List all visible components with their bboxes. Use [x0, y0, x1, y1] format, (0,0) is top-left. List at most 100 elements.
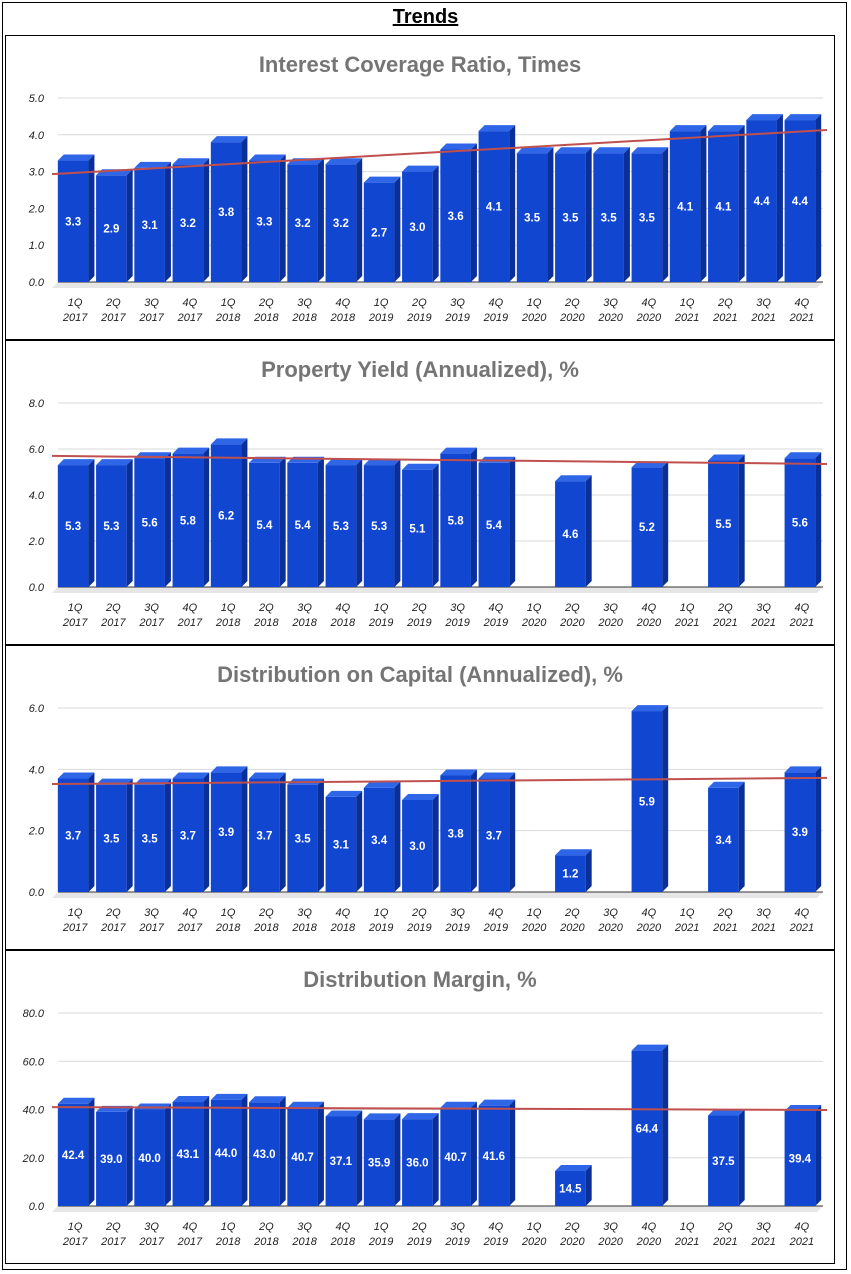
- bar: [402, 1119, 433, 1206]
- data-label: 40.7: [444, 1152, 466, 1164]
- x-tick-quarter: 3Q: [297, 297, 312, 309]
- x-tick-quarter: 4Q: [183, 297, 198, 309]
- bar-side-face: [279, 154, 286, 282]
- x-tick-quarter: 4Q: [489, 297, 504, 309]
- x-tick-quarter: 1Q: [527, 907, 542, 919]
- y-tick-label: 4.0: [29, 764, 45, 776]
- page-title: Trends: [392, 6, 459, 28]
- x-tick-quarter: 1Q: [221, 602, 236, 614]
- x-tick-quarter: 3Q: [450, 1221, 465, 1233]
- bar-side-face: [279, 456, 286, 587]
- x-tick-quarter: 4Q: [642, 297, 657, 309]
- x-tick-year: 2020: [636, 312, 662, 324]
- data-label: 1.2: [562, 869, 578, 881]
- x-tick-year: 2017: [62, 922, 88, 934]
- x-tick-year: 2019: [368, 312, 393, 324]
- y-tick-label: 4.0: [29, 130, 45, 142]
- bar-top-face: [478, 772, 516, 779]
- y-tick-label: 3.0: [29, 167, 45, 179]
- bar-top-face: [402, 794, 439, 800]
- chart-floor: [52, 282, 823, 288]
- y-tick-label: 80.0: [23, 1008, 45, 1020]
- bar-side-face: [815, 452, 822, 587]
- bar-side-face: [470, 1101, 477, 1206]
- x-tick-quarter: 1Q: [527, 602, 542, 614]
- bar-side-face: [738, 125, 745, 283]
- bar-side-face: [815, 1104, 822, 1206]
- chart-floor: [52, 892, 823, 898]
- bar: [784, 458, 816, 587]
- x-tick-quarter: 4Q: [489, 907, 504, 919]
- bar-top-face: [555, 475, 592, 482]
- x-tick-year: 2017: [100, 1236, 126, 1248]
- x-tick-quarter: 2Q: [105, 1221, 121, 1233]
- bar-top-face: [287, 1101, 324, 1108]
- bar-side-face: [509, 125, 516, 283]
- bar-top-face: [593, 147, 630, 154]
- x-tick-year: 2021: [750, 617, 775, 629]
- bar-side-face: [241, 1093, 248, 1206]
- x-tick-quarter: 2Q: [105, 297, 121, 309]
- data-label: 3.2: [333, 218, 349, 230]
- data-label: 5.6: [792, 518, 808, 530]
- x-tick-year: 2019: [483, 617, 508, 629]
- bar: [96, 465, 127, 587]
- bar-side-face: [356, 1110, 363, 1206]
- data-label: 5.3: [65, 521, 81, 533]
- data-label: 3.6: [448, 211, 464, 223]
- x-tick-year: 2017: [177, 312, 203, 324]
- bar: [249, 1102, 280, 1206]
- x-tick-quarter: 4Q: [795, 602, 810, 614]
- bar-top-face: [249, 154, 286, 161]
- bar-side-face: [164, 1103, 171, 1206]
- x-tick-year: 2019: [368, 1236, 393, 1248]
- bar-side-face: [241, 438, 248, 587]
- chart-title: Distribution Margin, %: [303, 967, 536, 992]
- data-label: 3.8: [448, 829, 465, 841]
- distribution-margin-chart: Distribution Margin, % 0.0 20.0 40.0 60.0 80.…: [22, 967, 828, 1248]
- chart-title: Interest Coverage Ratio, Times: [259, 52, 581, 77]
- chart-floor: [52, 587, 823, 593]
- x-tick-year: 2018: [253, 1236, 279, 1248]
- bar: [555, 855, 586, 892]
- x-tick-quarter: 2Q: [564, 1221, 580, 1233]
- bar: [96, 175, 127, 282]
- x-tick-quarter: 2Q: [258, 1221, 274, 1233]
- x-tick-quarter: 1Q: [221, 907, 236, 919]
- x-tick-year: 2019: [406, 922, 431, 934]
- data-label: 39.0: [100, 1154, 122, 1166]
- bar-top-face: [555, 147, 592, 154]
- bar: [172, 778, 204, 892]
- x-tick-quarter: 4Q: [336, 297, 351, 309]
- bar: [478, 131, 510, 282]
- x-tick-year: 2019: [483, 1236, 508, 1248]
- data-label: 5.3: [103, 521, 119, 533]
- bar-top-face: [631, 147, 669, 154]
- bar-side-face: [470, 447, 477, 587]
- x-tick-year: 2020: [597, 1236, 623, 1248]
- x-tick-quarter: 1Q: [680, 297, 695, 309]
- chart-panel-distribution-margin: Distribution Margin, % 0.0 20.0 40.0 60.0 80.…: [5, 950, 835, 1264]
- bar-side-face: [470, 143, 477, 282]
- bar-side-face: [662, 147, 669, 282]
- bar-top-face: [210, 766, 248, 773]
- data-label: 3.7: [256, 830, 272, 842]
- x-tick-quarter: 4Q: [795, 907, 810, 919]
- x-tick-quarter: 3Q: [603, 907, 618, 919]
- bar-side-face: [470, 769, 477, 892]
- data-label: 5.5: [715, 519, 732, 531]
- x-tick-year: 2019: [406, 312, 431, 324]
- bar-side-face: [356, 790, 363, 892]
- bar-side-face: [815, 114, 822, 282]
- bar-top-face: [210, 438, 248, 445]
- bar-top-face: [708, 125, 745, 132]
- data-label: 3.4: [715, 835, 732, 847]
- bar-side-face: [585, 1165, 592, 1206]
- data-label: 5.8: [448, 515, 465, 527]
- x-tick-quarter: 3Q: [144, 1221, 159, 1233]
- bar: [784, 1110, 816, 1206]
- x-tick-quarter: 4Q: [183, 602, 198, 614]
- bar-top-face: [249, 772, 286, 779]
- x-tick-quarter: 3Q: [144, 602, 159, 614]
